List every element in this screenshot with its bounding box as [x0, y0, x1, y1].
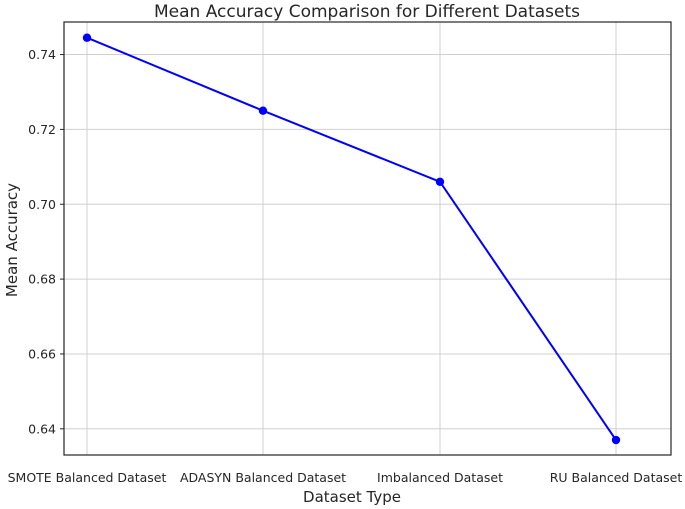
chart-title: Mean Accuracy Comparison for Different D…	[154, 2, 580, 22]
plot-frame	[63, 21, 672, 456]
x-tick-label: Imbalanced Dataset	[377, 470, 503, 485]
y-tick-label: 0.72	[28, 122, 56, 137]
x-tick-label: SMOTE Balanced Dataset	[8, 470, 167, 485]
y-axis-label: Mean Accuracy	[3, 183, 21, 297]
y-tick-label: 0.66	[28, 346, 56, 361]
series-layer	[82, 33, 621, 445]
series-line	[86, 36, 617, 441]
grid	[64, 22, 671, 455]
x-axis-label: Dataset Type	[303, 488, 401, 506]
data-point	[258, 106, 268, 115]
y-tick-label: 0.64	[28, 421, 56, 436]
data-point	[611, 435, 621, 445]
x-tick-label: RU Balanced Dataset	[550, 470, 683, 485]
x-tick-label: ADASYN Balanced Dataset	[180, 470, 346, 485]
y-tick-label: 0.70	[28, 197, 56, 212]
ticks: SMOTE Balanced Dataset ADASYN Balanced Da…	[8, 47, 683, 485]
y-tick-label: 0.68	[28, 272, 56, 287]
data-point	[82, 33, 92, 42]
data-point	[435, 177, 445, 186]
y-tick-label: 0.74	[28, 47, 56, 62]
